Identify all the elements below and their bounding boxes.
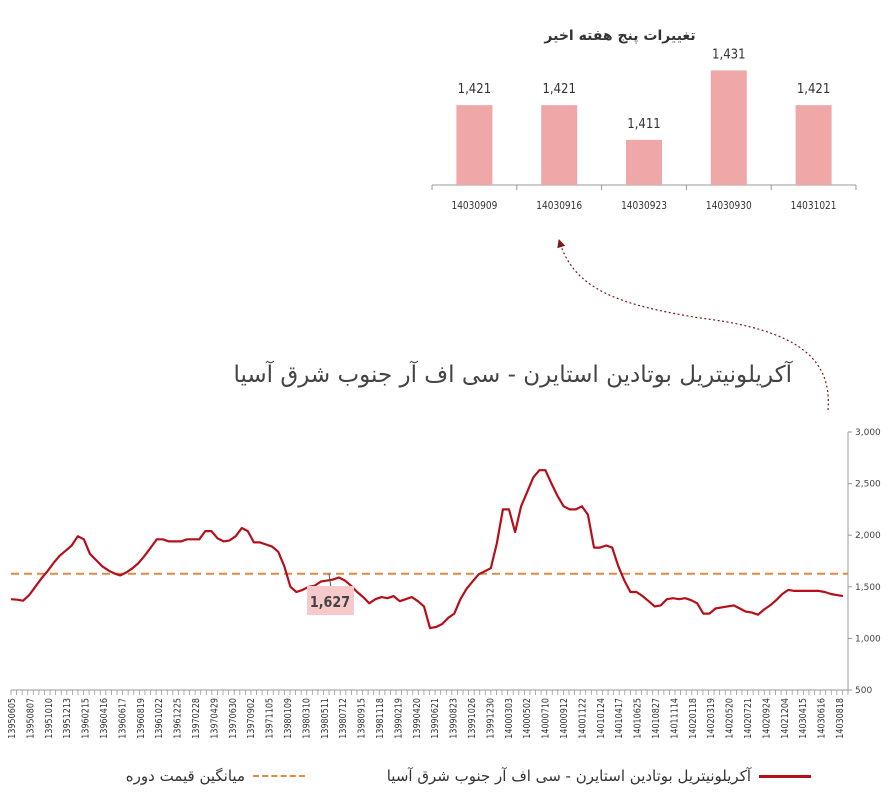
inset-bar-value-label: 1,421 <box>797 82 830 97</box>
x-tick-label: 13950605 <box>7 698 18 739</box>
x-tick-label: 13970902 <box>246 698 257 739</box>
inset-bar-value-label: 1,431 <box>712 47 745 62</box>
x-tick-label: 13981118 <box>375 698 386 739</box>
y-tick-label: 2,000 <box>855 531 881 541</box>
y-tick-label: 1,000 <box>855 634 881 644</box>
x-tick-label: 14020924 <box>762 698 773 739</box>
x-tick-label: 13990219 <box>394 698 405 739</box>
legend-swatch-average <box>253 775 305 777</box>
x-tick-label: 13980109 <box>283 698 294 739</box>
x-tick-label: 13980915 <box>357 698 368 739</box>
x-tick-label: 13960416 <box>99 698 110 739</box>
x-tick-label: 13960617 <box>118 698 129 739</box>
inset-category-label: 14031021 <box>791 200 837 212</box>
inset-bar-14030909 <box>456 105 493 185</box>
x-tick-label: 14000710 <box>541 698 552 739</box>
x-tick-label: 13960215 <box>81 698 92 739</box>
x-tick-label: 13970630 <box>228 698 239 739</box>
x-tick-label: 14010827 <box>651 698 662 739</box>
x-tick-label: 13970228 <box>191 698 202 739</box>
main-chart-title: آکریلونیتریل بوتادین استایرن - سی اف آر … <box>233 362 792 388</box>
x-tick-label: 13950807 <box>26 698 37 739</box>
average-annotation-box <box>307 586 354 615</box>
x-tick-label: 13990823 <box>449 698 460 739</box>
legend-item-price: آکریلونیتریل بوتادین استایرن - سی اف آر … <box>387 767 811 785</box>
x-tick-label: 14010625 <box>633 698 644 739</box>
x-tick-label: 13990621 <box>430 698 441 739</box>
x-tick-label: 13951010 <box>44 698 55 739</box>
inset-bar-chart: 1,421 14030909 1,421 14030916 1,411 14030923 1… <box>431 47 857 212</box>
y-tick-label: 1,500 <box>855 583 881 593</box>
x-tick-label: 13961225 <box>173 698 184 739</box>
chart-legend: آکریلونیتریل بوتادین استایرن - سی اف آر … <box>0 763 889 793</box>
x-tick-label: 13990420 <box>412 698 423 739</box>
inset-category-label: 14030909 <box>451 200 497 212</box>
inset-bar-14030916 <box>541 105 578 185</box>
x-tick-label: 14020319 <box>706 698 717 739</box>
main-line-chart: 500 1,000 1,500 2,000 2,500 3,000 13950605 1395… <box>7 428 881 739</box>
x-tick-label: 14000303 <box>504 698 515 739</box>
x-tick-label: 13991230 <box>486 698 497 739</box>
x-tick-label: 13960819 <box>136 698 147 739</box>
x-tick-label: 14020118 <box>688 698 699 739</box>
x-tick-label: 14010124 <box>596 698 607 739</box>
x-tick-label: 13971105 <box>265 698 276 739</box>
inset-bar-14031021 <box>795 105 832 185</box>
x-tick-label: 13991026 <box>467 698 478 739</box>
x-tick-label: 14010417 <box>614 698 625 739</box>
x-tick-label: 13951213 <box>62 698 73 739</box>
x-tick-label: 13961022 <box>154 698 165 739</box>
inset-bar-value-label: 1,411 <box>627 117 660 132</box>
inset-category-label: 14030916 <box>536 200 582 212</box>
x-tick-label: 14030415 <box>798 698 809 739</box>
x-tick-label: 14020721 <box>743 698 754 739</box>
y-tick-label: 2,500 <box>855 480 881 490</box>
legend-swatch-price <box>759 774 811 778</box>
inset-bar-14030923 <box>626 139 662 185</box>
inset-chart-title: تغییرات پنج هفته اخیر <box>544 28 696 44</box>
x-tick-label: 14030818 <box>835 698 846 739</box>
legend-item-average: میانگین قیمت دوره <box>126 767 305 785</box>
x-tick-label: 14021204 <box>780 698 791 739</box>
x-tick-label: 14030616 <box>817 698 828 739</box>
connector-arrow <box>557 238 829 411</box>
x-tick-label: 13980511 <box>320 698 331 739</box>
legend-label-price: آکریلونیتریل بوتادین استایرن - سی اف آر … <box>386 767 751 785</box>
y-tick-label: 500 <box>855 686 872 696</box>
x-tick-label: 14011114 <box>670 698 681 739</box>
x-tick-label: 13980310 <box>302 698 313 739</box>
inset-bar-value-label: 1,421 <box>458 82 491 97</box>
price-series-line <box>10 469 844 630</box>
x-tick-label: 14000912 <box>559 698 570 739</box>
average-annotation-label: 1,627 <box>310 594 350 611</box>
x-tick-label: 14020520 <box>725 698 736 739</box>
inset-category-label: 14030923 <box>621 200 667 212</box>
x-tick-label: 14001122 <box>578 698 589 739</box>
y-tick-label: 3,000 <box>855 428 881 438</box>
inset-category-label: 14030930 <box>706 200 752 212</box>
x-tick-label: 13970429 <box>210 698 221 739</box>
inset-bar-14030930 <box>710 70 747 185</box>
inset-bar-value-label: 1,421 <box>542 82 575 97</box>
x-tick-label: 13980712 <box>338 698 349 739</box>
x-tick-label: 14000502 <box>522 698 533 739</box>
legend-label-average: میانگین قیمت دوره <box>125 767 245 785</box>
annotation-leader <box>328 573 332 589</box>
